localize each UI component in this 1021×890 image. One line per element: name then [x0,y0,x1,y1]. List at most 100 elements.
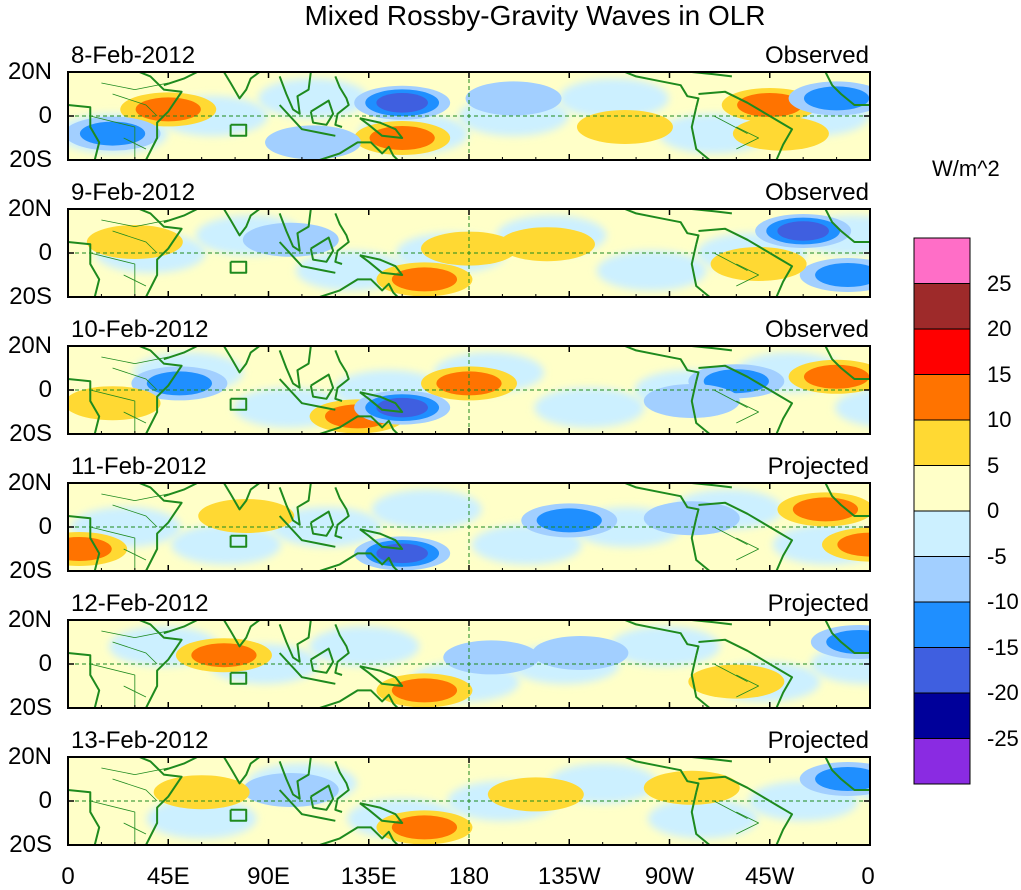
positive-anomaly [198,499,295,533]
coastline [824,72,870,106]
coastline [278,346,312,389]
coastline [163,757,198,772]
positive-anomaly [421,231,517,266]
longitude-tick-label: 45W [745,863,795,890]
coastline [359,528,404,550]
country-border [112,230,158,254]
colorbar-swatch [913,328,971,375]
negative-anomaly [703,369,769,394]
positive-anomaly [576,110,673,144]
country-border [90,526,136,571]
positive-anomaly [391,678,458,703]
map-panel: 11-Feb-2012 Projected 20N 0 20S [8,453,871,584]
map-panel: 12-Feb-2012 Projected 20N 0 20S [8,590,871,721]
coastline [309,784,335,811]
coastline [223,346,261,374]
coastline [163,72,198,87]
weak-negative-region [258,78,369,119]
coastline [68,241,101,297]
coastline [824,209,870,243]
country-border [101,767,169,776]
negative-anomaly [376,397,428,418]
country-border [123,411,147,424]
coastline [824,757,870,791]
coastline [278,652,336,685]
longitude-tick-label: 135W [537,863,601,890]
coastline [334,487,350,539]
coastline [163,346,198,361]
panel-status: Projected [767,727,869,754]
coastline [223,483,261,511]
coastline [359,391,404,413]
coastline [223,72,261,100]
coastline [278,378,336,411]
panel-date: 11-Feb-2012 [71,453,207,480]
map-panel: 9-Feb-2012 Observed 20N 0 20S [8,179,871,310]
latitude-tick-label: 20S [9,694,52,721]
country-border [713,115,748,134]
coastline [278,209,312,252]
coastline [278,241,336,274]
coastline [359,117,404,139]
country-border [90,252,136,297]
latitude-tick-label: 20N [7,743,52,770]
panel-date: 12-Feb-2012 [71,590,209,617]
panel-status: Observed [764,42,869,69]
country-border [123,137,147,150]
country-border [736,126,760,150]
region-box [229,808,248,822]
panel-date: 13-Feb-2012 [71,727,209,754]
colorbar-swatch [913,738,971,785]
coastline [68,652,101,708]
country-border [123,274,147,287]
country-border [736,537,760,561]
colorbar-label: 0 [987,498,1000,523]
coastline [319,689,399,708]
country-border [101,219,169,228]
region-box [229,397,248,411]
positive-anomaly [498,227,595,262]
positive-anomaly [792,497,859,522]
latitude-tick-label: 0 [38,513,52,540]
coastline [624,620,700,656]
longitude-tick-label: 0 [861,863,875,890]
country-border [123,685,147,698]
latitude-tick-label: 0 [38,650,52,677]
colorbar-label: -25 [987,725,1019,751]
coastline [163,209,198,224]
coastline [309,236,335,263]
country-border [112,778,158,802]
positive-anomaly [68,386,161,421]
country-border [90,663,136,708]
weak-negative-region [534,387,645,428]
positive-anomaly [837,532,870,557]
coastline [824,346,870,380]
country-border [736,674,760,698]
latitude-tick-label: 0 [38,376,52,403]
coastline [319,826,399,845]
negative-anomaly [536,508,602,533]
region-box [229,671,248,685]
negative-anomaly [532,636,629,670]
country-border [713,526,748,545]
map-panel: 8-Feb-2012 Observed 20N 0 20S [8,42,871,173]
coastline [690,106,711,160]
country-border [112,93,158,117]
coastline [690,243,711,297]
country-border [112,367,158,391]
negative-anomaly [79,121,146,146]
colorbar-label: 20 [987,316,1012,341]
latitude-tick-label: 20N [7,58,52,85]
coastline [309,510,335,537]
positive-anomaly [688,664,785,699]
coastline [309,99,335,126]
coastline [163,483,198,498]
coastline [278,757,312,800]
weak-negative-region [558,78,669,119]
coastline [68,483,183,571]
region-box [229,260,248,274]
latitude-tick-label: 20S [9,557,52,584]
latitude-tick-label: 20N [7,195,52,222]
coastline [278,104,336,137]
positive-anomaly [86,225,183,259]
